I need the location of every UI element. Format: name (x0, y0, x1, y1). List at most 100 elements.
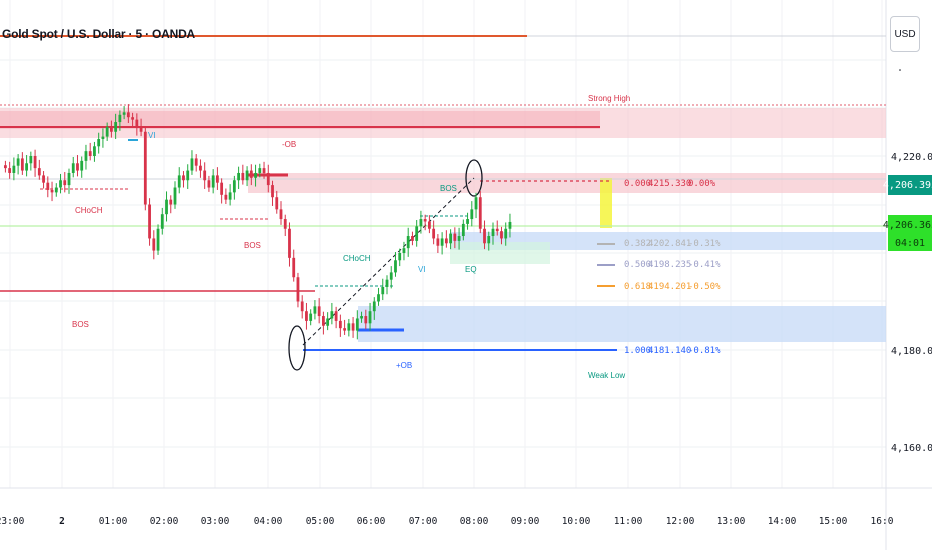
candle[interactable] (76, 155, 79, 177)
candle[interactable] (254, 164, 257, 187)
candle[interactable] (402, 241, 406, 261)
candle[interactable] (258, 163, 262, 178)
candle[interactable] (305, 302, 308, 330)
candle[interactable] (428, 215, 431, 234)
time-tick-label[interactable]: 13:00 (717, 516, 746, 527)
time-tick-label[interactable]: 15:00 (819, 516, 848, 527)
candle[interactable] (12, 157, 16, 181)
candle[interactable] (474, 192, 478, 219)
candle[interactable] (385, 275, 389, 295)
candle[interactable] (67, 168, 71, 194)
candle[interactable] (466, 212, 469, 230)
time-tick-label[interactable]: 23:00 (0, 516, 25, 527)
candle[interactable] (491, 222, 495, 245)
candle[interactable] (203, 162, 207, 189)
price-tick-label[interactable]: 4,180.000 (891, 346, 932, 357)
candle[interactable] (80, 156, 84, 178)
candle[interactable] (190, 150, 194, 175)
candle[interactable] (46, 176, 50, 198)
candle[interactable] (322, 311, 325, 335)
candle[interactable] (432, 220, 436, 245)
candle[interactable] (186, 164, 190, 189)
currency-button[interactable]: USD (890, 16, 920, 52)
candle[interactable] (487, 231, 491, 251)
candle[interactable] (334, 306, 338, 329)
candle[interactable] (347, 318, 351, 337)
candle[interactable] (457, 227, 461, 250)
time-tick-label[interactable]: 10:00 (562, 516, 591, 527)
candle[interactable] (143, 127, 147, 211)
candle[interactable] (139, 118, 143, 137)
price-tick-label[interactable]: 4,160.000 (891, 443, 932, 454)
time-tick-label[interactable]: 11:00 (614, 516, 643, 527)
candle[interactable] (313, 300, 317, 320)
candle[interactable] (326, 312, 330, 331)
candle[interactable] (500, 226, 503, 245)
candle[interactable] (436, 234, 440, 253)
candle[interactable] (177, 167, 181, 194)
candle[interactable] (84, 144, 88, 170)
candle[interactable] (394, 252, 397, 277)
candle[interactable] (241, 164, 245, 185)
candle[interactable] (20, 152, 24, 175)
time-tick-label[interactable]: 01:00 (99, 516, 128, 527)
candle[interactable] (389, 266, 393, 289)
candle[interactable] (271, 180, 274, 206)
candle[interactable] (42, 171, 45, 189)
candle[interactable] (135, 113, 139, 136)
candle[interactable] (182, 171, 185, 188)
candle[interactable] (232, 175, 236, 200)
time-tick-label[interactable]: 05:00 (306, 516, 335, 527)
candle[interactable] (300, 295, 304, 319)
time-tick-label[interactable]: 06:00 (357, 516, 386, 527)
candle[interactable] (292, 249, 296, 282)
candle[interactable] (199, 159, 202, 178)
candle[interactable] (126, 104, 130, 124)
candle[interactable] (4, 160, 7, 173)
candle[interactable] (262, 161, 266, 179)
candle[interactable] (483, 220, 486, 250)
candle[interactable] (372, 297, 376, 320)
candle[interactable] (152, 230, 156, 260)
time-tick-label[interactable]: 02:00 (150, 516, 179, 527)
candle[interactable] (211, 169, 215, 194)
candle[interactable] (355, 310, 359, 340)
candle[interactable] (440, 232, 444, 255)
candle[interactable] (415, 220, 419, 247)
candle[interactable] (110, 120, 113, 138)
candle[interactable] (309, 309, 313, 326)
candle[interactable] (224, 188, 228, 205)
candle[interactable] (88, 142, 92, 161)
candle[interactable] (478, 190, 482, 234)
candle[interactable] (249, 164, 253, 186)
time-axis[interactable]: 23:00 2 01:00 02:00 03:00 04:00 05:00 06:00 07:0… (0, 516, 894, 527)
candle[interactable] (8, 161, 12, 179)
time-tick-label[interactable]: 08:00 (460, 516, 489, 527)
candle[interactable] (131, 112, 134, 127)
price-tick-label[interactable]: 4,220.000 (891, 152, 932, 163)
price-axis[interactable]: 4,220.000 4,180.000 4,160.000 (891, 69, 932, 454)
candle[interactable] (122, 106, 126, 120)
candle[interactable] (449, 229, 452, 250)
candle[interactable] (156, 224, 160, 255)
candle[interactable] (165, 191, 168, 222)
candle[interactable] (338, 314, 342, 337)
candle[interactable] (237, 166, 240, 189)
candle[interactable] (169, 195, 173, 214)
candle[interactable] (194, 154, 198, 172)
candle[interactable] (377, 287, 380, 306)
time-tick-label[interactable]: 2 (59, 516, 65, 527)
candle[interactable] (508, 213, 512, 238)
candle[interactable] (453, 227, 457, 249)
candle[interactable] (160, 207, 164, 235)
candle[interactable] (504, 222, 508, 246)
candle[interactable] (364, 309, 368, 330)
candle[interactable] (275, 190, 279, 214)
candle[interactable] (25, 155, 28, 177)
time-tick-label[interactable]: 12:00 (666, 516, 695, 527)
candle[interactable] (283, 214, 287, 237)
candle[interactable] (411, 231, 414, 246)
candle[interactable] (423, 214, 427, 231)
candle[interactable] (343, 319, 346, 335)
